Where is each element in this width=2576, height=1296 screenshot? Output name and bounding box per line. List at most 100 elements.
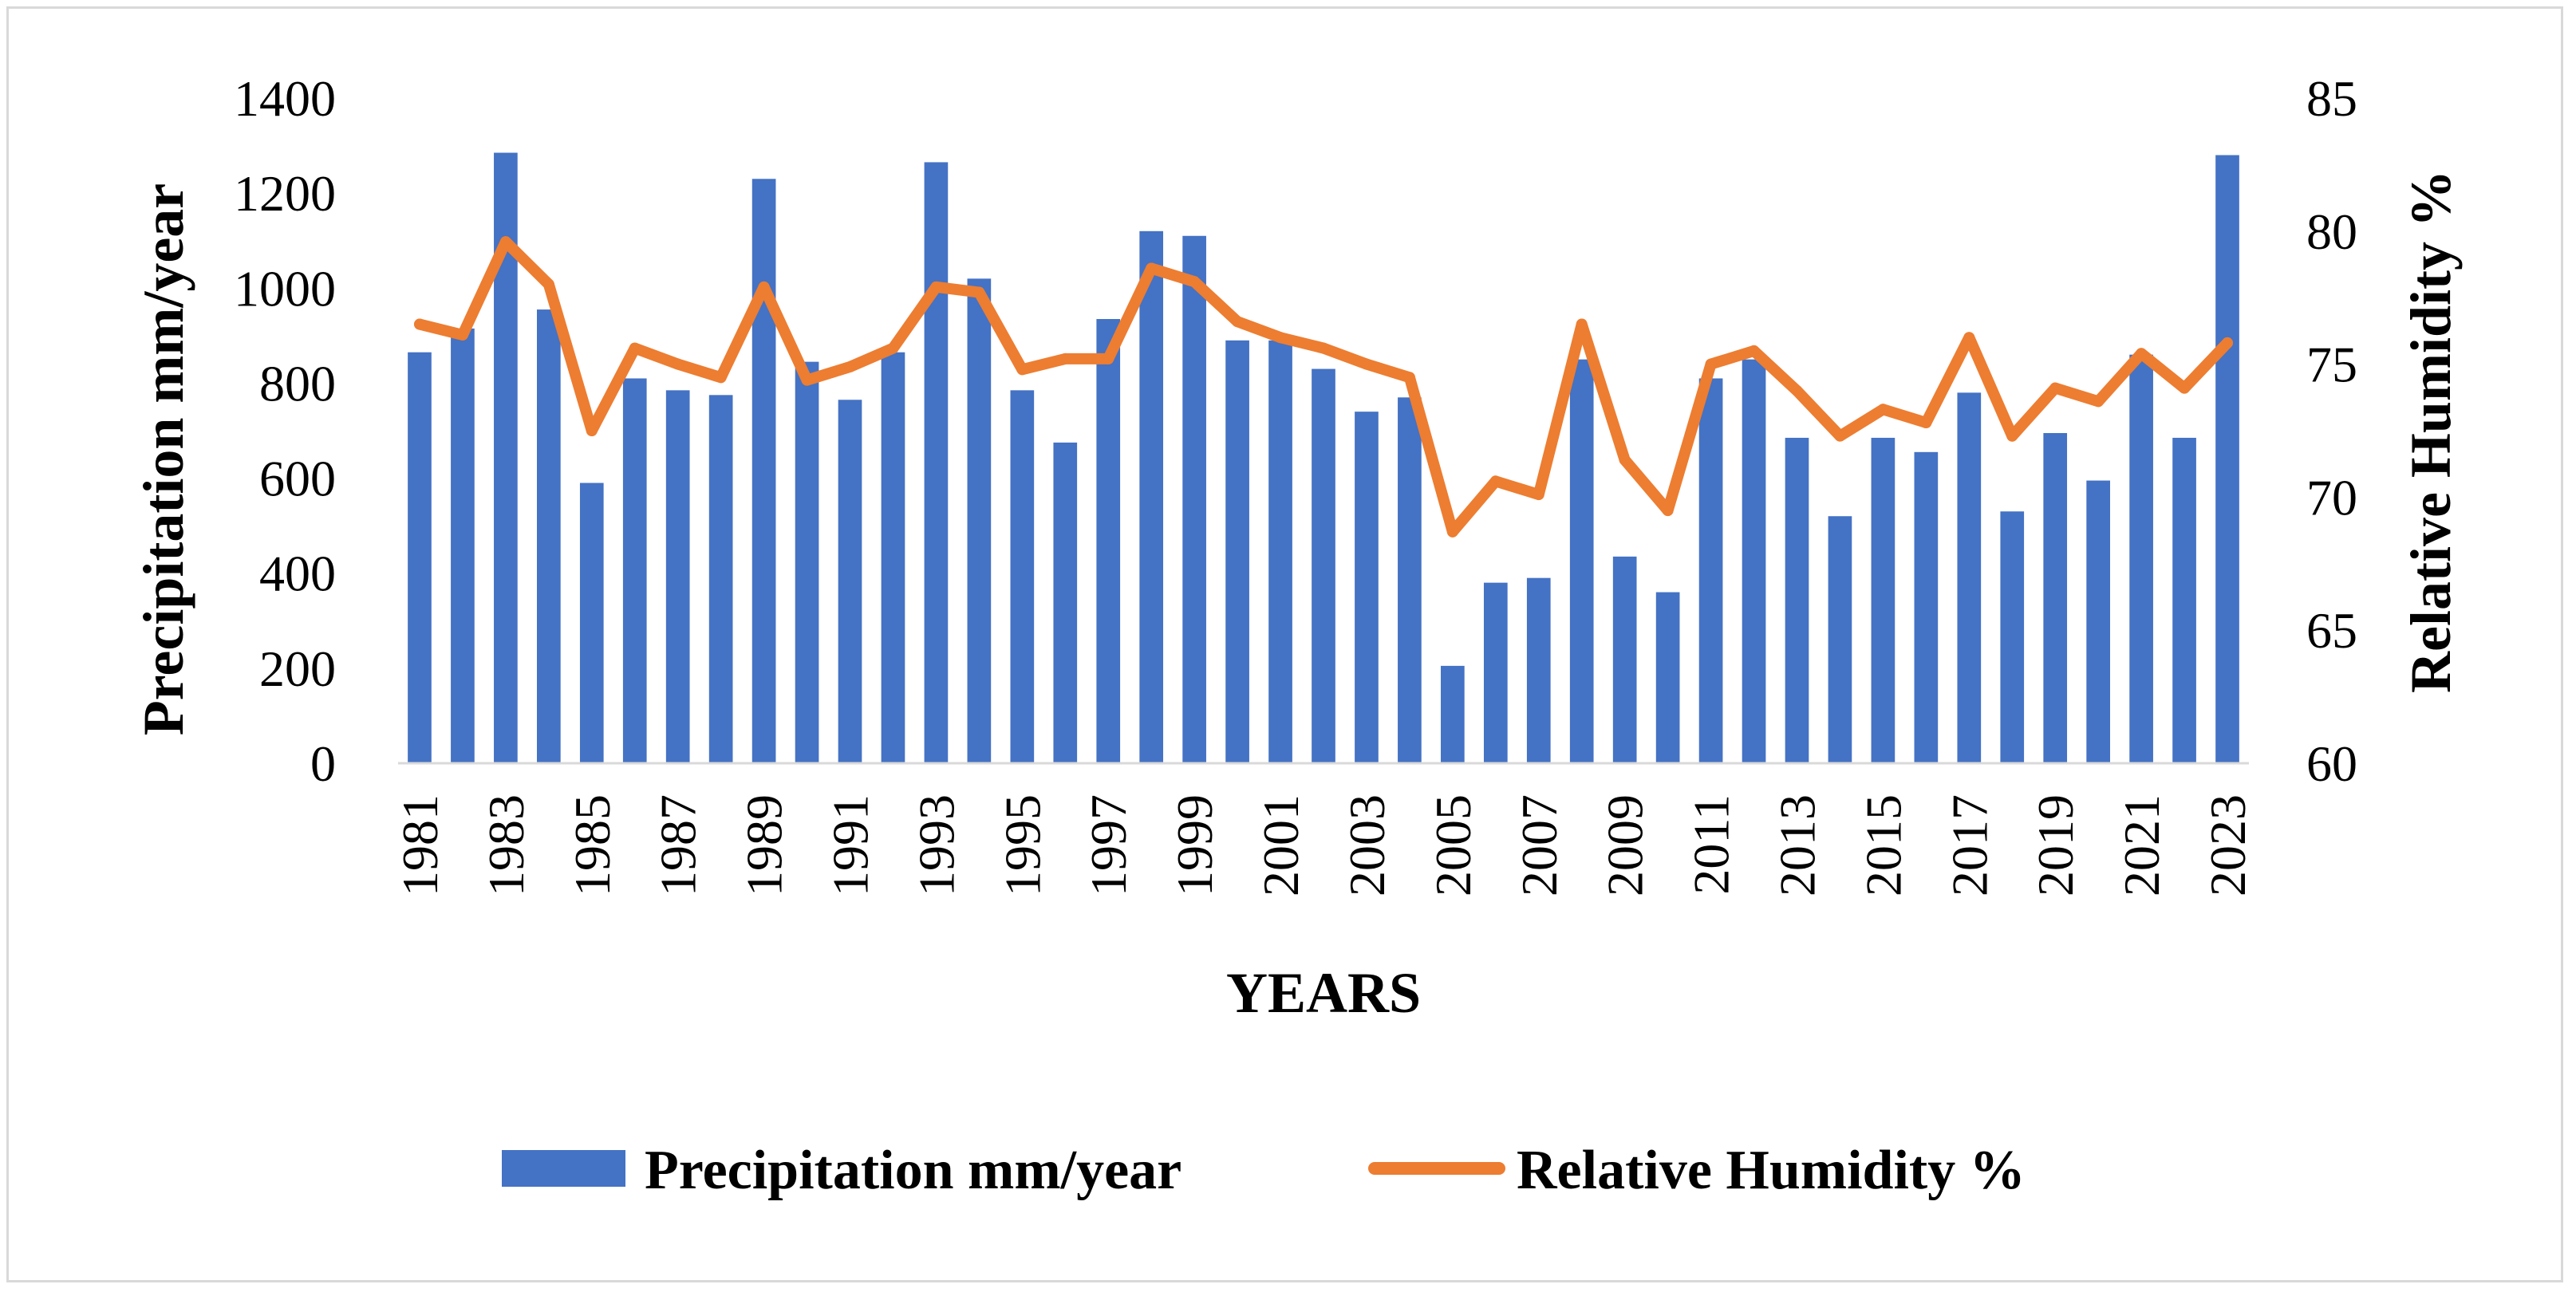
- humidity-point-1990: [801, 374, 813, 386]
- humidity-point-2014: [1834, 430, 1846, 442]
- bar-2016: [1914, 451, 1939, 763]
- legend-label-precipitation: Precipitation mm/year: [645, 1140, 1181, 1201]
- humidity-point-1984: [542, 278, 554, 290]
- humidity-point-1982: [456, 329, 468, 341]
- humidity-point-2004: [1403, 372, 1415, 384]
- humidity-point-1994: [973, 286, 985, 298]
- x-tick-label: 2009: [1597, 794, 1654, 896]
- x-tick-label: 1987: [650, 794, 707, 896]
- right-axis-ticks: 60 65 70 75 80 85: [2306, 70, 2357, 792]
- bar-1988: [708, 395, 733, 763]
- humidity-point-1996: [1059, 353, 1071, 364]
- x-tick-label: 1981: [392, 794, 448, 896]
- y2-tick-label: 85: [2306, 70, 2357, 127]
- humidity-point-2008: [1576, 318, 1588, 330]
- x-tick-label: 2007: [1511, 794, 1568, 896]
- x-tick-label: 2003: [1339, 794, 1395, 896]
- x-tick-label: 2011: [1683, 794, 1740, 895]
- bar-1996: [1053, 442, 1078, 763]
- x-tick-label: 1997: [1080, 794, 1137, 896]
- humidity-point-2021: [2136, 348, 2148, 360]
- humidity-point-1999: [1189, 276, 1201, 288]
- bar-2011: [1698, 378, 1723, 763]
- y2-tick-label: 70: [2306, 469, 2357, 526]
- humidity-point-1998: [1146, 262, 1158, 274]
- y-axis-title: Precipitation mm/year: [132, 183, 195, 735]
- humidity-point-1995: [1016, 364, 1028, 376]
- humidity-point-2023: [2222, 337, 2234, 349]
- bar-2000: [1225, 340, 1249, 763]
- bar-1991: [838, 400, 862, 763]
- x-tick-label: 2023: [2199, 794, 2256, 896]
- bar-1984: [537, 309, 561, 764]
- bar-1994: [967, 278, 992, 763]
- x-tick-label: 2013: [1769, 794, 1825, 896]
- humidity-point-1985: [586, 425, 598, 436]
- y-tick-label: 400: [259, 546, 336, 602]
- humidity-point-2005: [1446, 526, 1458, 538]
- bar-1989: [751, 179, 776, 763]
- y-tick-label: 800: [259, 355, 336, 412]
- bar-2018: [2000, 511, 2025, 763]
- legend-swatch-precipitation: [502, 1150, 625, 1187]
- bar-2002: [1312, 368, 1335, 763]
- bar-1981: [408, 352, 432, 764]
- humidity-point-2010: [1662, 505, 1674, 517]
- bar-2003: [1355, 412, 1379, 763]
- bar-1992: [881, 352, 905, 764]
- bar-series: [408, 152, 2239, 764]
- humidity-point-1989: [758, 281, 770, 293]
- humidity-point-1981: [413, 318, 425, 330]
- x-tick-label: 2021: [2113, 794, 2170, 896]
- x-tick-label: 1991: [823, 794, 879, 896]
- bar-2004: [1398, 397, 1422, 763]
- humidity-point-2019: [2049, 382, 2061, 394]
- x-tick-label: 1993: [908, 794, 965, 896]
- x-tick-label: 1999: [1166, 794, 1223, 896]
- y-tick-label: 1400: [234, 70, 336, 127]
- bar-1990: [795, 361, 819, 763]
- humidity-point-2018: [2006, 430, 2018, 442]
- y-tick-label: 0: [310, 735, 336, 792]
- x-tick-label: 1983: [478, 794, 535, 896]
- humidity-point-2015: [1877, 404, 1889, 416]
- bar-1987: [665, 390, 690, 763]
- humidity-point-2020: [2093, 396, 2105, 408]
- legend: Precipitation mm/year Relative Humidity …: [502, 1140, 2026, 1201]
- bar-2014: [1828, 516, 1852, 763]
- y-tick-label: 600: [259, 451, 336, 507]
- y-tick-label: 1200: [234, 165, 336, 222]
- bar-2009: [1612, 556, 1637, 763]
- humidity-point-2011: [1705, 358, 1717, 370]
- humidity-point-2022: [2179, 382, 2191, 394]
- humidity-point-1983: [499, 236, 511, 248]
- bar-1986: [622, 378, 647, 763]
- bar-2008: [1569, 359, 1594, 763]
- bar-1999: [1182, 235, 1206, 763]
- line-series: [413, 236, 2234, 538]
- bar-2015: [1871, 437, 1896, 763]
- bar-2017: [1957, 392, 1982, 763]
- bar-2001: [1268, 340, 1292, 763]
- humidity-point-1997: [1103, 353, 1114, 364]
- humidity-point-1993: [930, 281, 942, 293]
- humidity-point-2009: [1619, 454, 1631, 466]
- x-tick-label: 1985: [564, 794, 621, 896]
- y-tick-label: 1000: [234, 260, 336, 317]
- humidity-point-2016: [1920, 416, 1932, 428]
- x-tick-label: 2005: [1425, 794, 1481, 896]
- bar-1995: [1010, 390, 1035, 763]
- bar-1993: [924, 162, 949, 764]
- bar-2022: [2172, 437, 2196, 763]
- humidity-point-2002: [1318, 342, 1329, 354]
- left-axis-ticks: 0 200 400 600 800 1000 1200 1400: [234, 70, 336, 792]
- humidity-point-2001: [1275, 332, 1287, 344]
- humidity-point-1988: [715, 372, 727, 384]
- humidity-point-2012: [1748, 345, 1760, 356]
- y2-tick-label: 75: [2306, 337, 2357, 393]
- x-tick-label: 1995: [994, 794, 1051, 896]
- x-tick-label: 2001: [1252, 794, 1309, 896]
- bar-2007: [1526, 577, 1551, 763]
- bar-2012: [1742, 359, 1766, 763]
- humidity-point-1991: [844, 360, 856, 372]
